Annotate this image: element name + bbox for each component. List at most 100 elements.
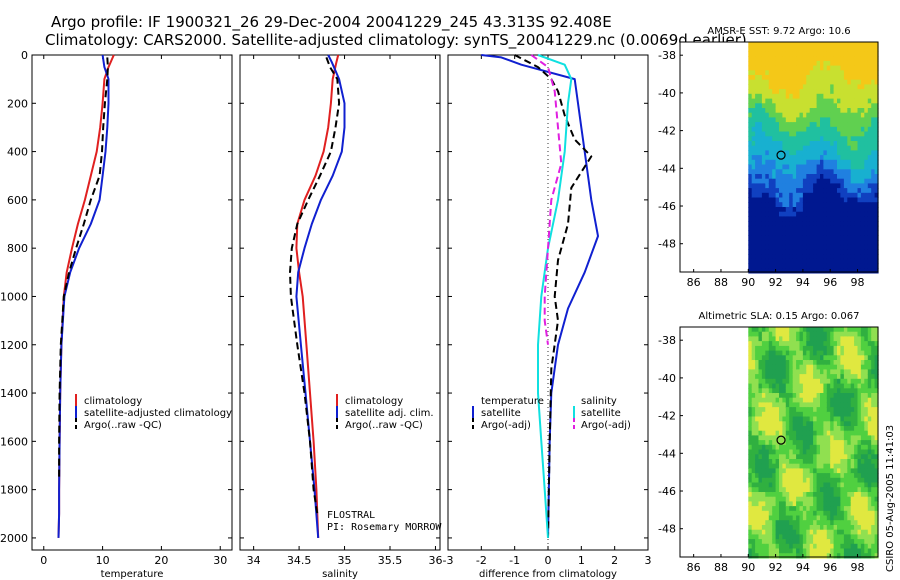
heatmap-cell [816, 254, 821, 260]
heatmap-cell [748, 393, 753, 399]
heatmap-cell [799, 183, 804, 189]
heatmap-cell [871, 393, 876, 399]
heatmap-cell [854, 525, 859, 531]
heatmap-cell [860, 345, 865, 352]
heatmap-cell [785, 188, 790, 194]
heatmap-cell [789, 93, 794, 100]
heatmap-cell [785, 235, 790, 241]
heatmap-cell [874, 230, 879, 236]
heatmap-cell [871, 159, 876, 166]
heatmap-cell [816, 221, 821, 227]
heatmap-cell [840, 258, 845, 265]
heatmap-cell [854, 84, 859, 90]
heatmap-cell [847, 539, 852, 545]
heatmap-cell [843, 543, 848, 550]
heatmap-cell [809, 174, 814, 180]
heatmap-cell [751, 51, 756, 57]
heatmap-cell [796, 103, 801, 109]
heatmap-cell [792, 506, 797, 512]
heatmap-cell [806, 416, 811, 422]
x-tick-label: 30 [213, 554, 227, 567]
heatmap-cell [755, 84, 760, 90]
heatmap-cell [874, 383, 879, 389]
heatmap-cell [758, 51, 763, 57]
heatmap-cell [867, 468, 872, 474]
heatmap-cell [857, 240, 862, 246]
heatmap-cell [867, 435, 872, 441]
heatmap-cell [816, 468, 821, 474]
heatmap-cell [802, 51, 807, 57]
heatmap-cell [779, 42, 783, 48]
heatmap-cell [751, 553, 756, 559]
heatmap-cell [830, 435, 835, 441]
heatmap-cell [867, 393, 872, 399]
heatmap-cell [854, 169, 859, 175]
heatmap-cell [843, 345, 848, 352]
heatmap-cell [768, 501, 773, 507]
heatmap-cell [765, 539, 770, 545]
heatmap-cell [785, 141, 790, 147]
heatmap-cell [779, 539, 783, 545]
heatmap-cell [789, 103, 794, 109]
heatmap-cell [816, 360, 821, 366]
heatmap-cell [796, 378, 801, 385]
heatmap-cell [813, 108, 818, 114]
heatmap-cell [871, 225, 876, 232]
heatmap-cell [772, 492, 777, 498]
heatmap-cell [833, 336, 838, 342]
heatmap-cell [854, 416, 859, 422]
heatmap-cell [755, 263, 760, 269]
heatmap-cell [857, 402, 862, 408]
heatmap-cell [840, 70, 845, 76]
heatmap-cell [816, 525, 821, 531]
heatmap-cell [755, 197, 760, 203]
heatmap-cell [748, 515, 753, 521]
heatmap-cell [871, 345, 876, 352]
heatmap-cell [867, 70, 872, 76]
heatmap-cell [809, 136, 814, 142]
heatmap-cell [864, 435, 869, 441]
heatmap-cell [850, 553, 855, 559]
heatmap-cell [751, 56, 756, 62]
heatmap-cell [772, 393, 777, 399]
heatmap-cell [782, 51, 787, 57]
heatmap-cell [758, 421, 763, 427]
heatmap-cell [785, 268, 790, 274]
heatmap-cell [772, 477, 777, 484]
heatmap-cell [755, 60, 760, 67]
heatmap-cell [755, 534, 760, 540]
heatmap-cell [833, 244, 838, 250]
heatmap-cell [799, 258, 804, 265]
heatmap-cell [820, 426, 824, 432]
heatmap-cell [768, 183, 773, 189]
heatmap-cell [823, 230, 828, 236]
heatmap-cell [782, 84, 787, 90]
heatmap-cell [802, 492, 807, 498]
heatmap-cell [792, 520, 797, 526]
heatmap-cell [820, 254, 824, 260]
heatmap-cell [867, 510, 872, 517]
heatmap-cell [806, 539, 811, 545]
heatmap-cell [871, 397, 876, 403]
heatmap-cell [820, 487, 824, 493]
heatmap-cell [826, 364, 831, 370]
heatmap-cell [854, 263, 859, 269]
heatmap-cell [758, 397, 763, 403]
heatmap-cell [840, 178, 845, 184]
heatmap-cell [799, 421, 804, 427]
heatmap-cell [796, 501, 801, 507]
heatmap-cell [843, 56, 848, 62]
heatmap-cell [799, 89, 804, 95]
heatmap-cell [826, 197, 831, 203]
heatmap-cell [755, 336, 760, 342]
heatmap-cell [860, 520, 865, 526]
heatmap-cell [779, 430, 783, 436]
heatmap-cell [837, 136, 841, 142]
heatmap-cell [850, 449, 855, 455]
heatmap-cell [779, 459, 783, 465]
heatmap-cell [802, 525, 807, 531]
heatmap-cell [772, 411, 777, 418]
heatmap-cell [775, 378, 780, 385]
heatmap-cell [813, 473, 818, 479]
heatmap-cell [864, 268, 869, 274]
